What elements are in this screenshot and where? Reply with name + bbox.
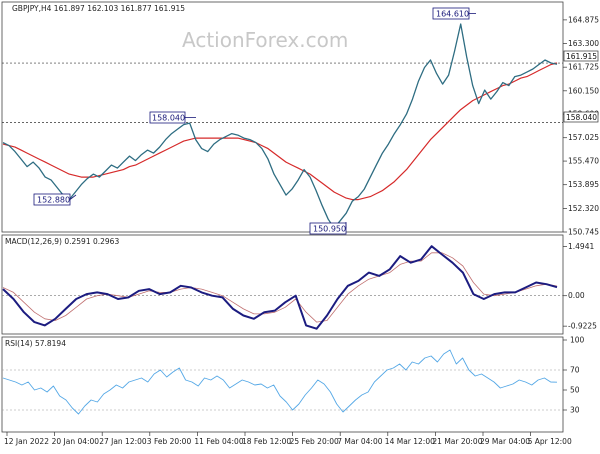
annotation-150-950-text: 150.950 (313, 225, 346, 234)
rsi-ytick-label: 30 (570, 406, 580, 415)
last-price-box: 161.915 (563, 50, 599, 62)
macd-ytick-label: 1.4941 (568, 242, 594, 251)
price-line (2, 23, 558, 229)
x-tick-label: 5 Apr 12:00 (528, 437, 572, 446)
x-tick-label: 21 Mar 20:00 (432, 437, 482, 446)
rsi-panel-frame (1, 336, 564, 433)
price-ytick-label: 155.470 (568, 157, 599, 166)
price-ytick-label: 164.875 (568, 15, 599, 24)
macd-ytick-label: 0.00 (568, 291, 585, 300)
x-tick-label: 3 Feb 20:00 (147, 437, 192, 446)
x-axis: 12 Jan 2022 20 Jan 04:00 27 Jan 12:00 3 Feb… (4, 432, 572, 446)
x-tick-label: 11 Feb 04:00 (194, 437, 243, 446)
rsi-title: RSI(14) 57.8194 (5, 339, 66, 348)
price-ytick-label: 161.725 (568, 63, 599, 72)
annotation-158-040-text: 158.040 (152, 114, 185, 123)
price-ytick-label: 160.150 (568, 86, 599, 95)
x-tick-label: 12 Jan 2022 (4, 437, 49, 446)
level-price-text: 158.040 (566, 113, 597, 122)
x-tick-label: 7 Mar 04:00 (337, 437, 383, 446)
rsi-line (2, 349, 558, 415)
rsi-ytick-label: 70 (570, 366, 580, 375)
annotation-150-950: 150.950 (309, 222, 347, 235)
x-tick-label: 25 Feb 20:00 (290, 437, 339, 446)
annotation-164-610-text: 164.610 (436, 10, 469, 19)
rsi-ytick-label: 100 (570, 336, 585, 345)
macd-line (2, 245, 558, 330)
macd-title: MACD(12,26,9) 0.2591 0.2963 (5, 237, 119, 246)
macd-panel-frame (1, 234, 564, 335)
symbol-info: GBPJPY,H4 161.897 162.103 161.877 161.91… (12, 4, 185, 13)
last-price-text: 161.915 (566, 52, 597, 61)
level-price-box: 158.040 (563, 111, 599, 123)
price-ytick-label: 157.025 (568, 133, 599, 142)
rsi-plot: 100 70 50 30 (2, 336, 585, 415)
price-panel-frame (1, 1, 564, 233)
annotation-158-040: 158.040 (149, 111, 196, 124)
price-ytick-label: 150.745 (568, 228, 599, 237)
watermark: ActionForex.com (182, 28, 348, 52)
macd-signal-line (2, 252, 558, 323)
macd-ytick-label: -0.9225 (568, 322, 597, 331)
price-ytick-label: 163.300 (568, 39, 599, 48)
moving-average-line (2, 62, 558, 201)
x-tick-label: 20 Jan 04:00 (52, 437, 100, 446)
price-ytick-label: 152.320 (568, 204, 599, 213)
x-tick-label: 18 Feb 12:00 (242, 437, 291, 446)
price-ytick-label: 153.895 (568, 180, 599, 189)
macd-plot: 1.4941 0.00 -0.9225 (2, 242, 597, 331)
annotation-152-880: 152.880 (33, 193, 77, 206)
x-tick-label: 29 Mar 04:00 (480, 437, 530, 446)
annotation-152-880-text: 152.880 (37, 196, 70, 205)
x-tick-label: 14 Mar 12:00 (385, 437, 435, 446)
annotation-164-610: 164.610 (432, 7, 476, 20)
rsi-ytick-label: 50 (570, 386, 580, 395)
x-tick-label: 27 Jan 12:00 (99, 437, 147, 446)
